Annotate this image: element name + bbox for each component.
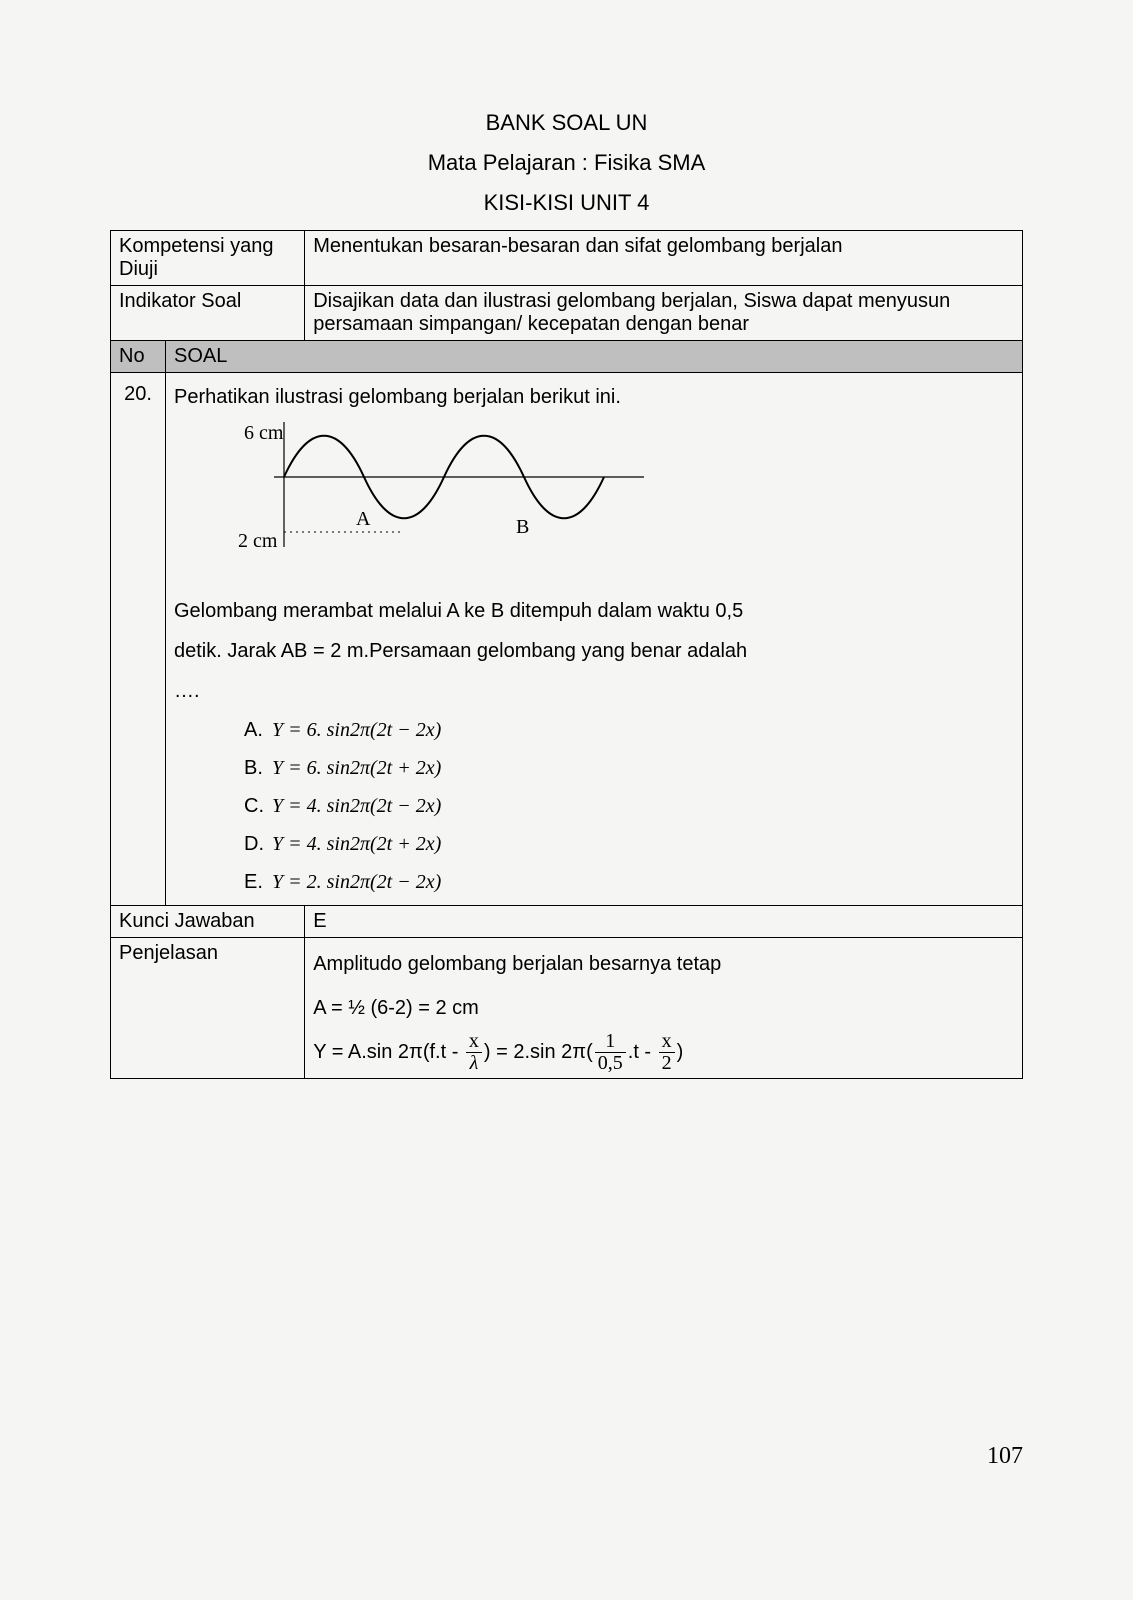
title-2: Mata Pelajaran : Fisika SMA	[110, 150, 1023, 176]
content-table: Kompetensi yang Diuji Menentukan besaran…	[110, 230, 1023, 1079]
page-number: 107	[987, 1443, 1023, 1470]
indikator-label: Indikator Soal	[111, 286, 305, 341]
penjelasan-line-3: Y = A.sin 2π(f.t - xλ) = 2.sin 2π(10,5.t…	[313, 1030, 1014, 1074]
wave-top-label: 6 cm	[244, 413, 283, 453]
title-3: KISI-KISI UNIT 4	[110, 190, 1023, 216]
penjelasan-line-2: A = ½ (6-2) = 2 cm	[313, 986, 1014, 1030]
question-body-2: detik. Jarak AB = 2 m.Persamaan gelomban…	[174, 631, 1014, 671]
kunci-label: Kunci Jawaban	[111, 906, 305, 938]
penjelasan-value: Amplitudo gelombang berjalan besarnya te…	[305, 938, 1023, 1079]
question-cell: Perhatikan ilustrasi gelombang berjalan …	[166, 373, 1023, 906]
title-1: BANK SOAL UN	[110, 110, 1023, 136]
kunci-value: E	[305, 906, 1023, 938]
question-body-3: ….	[174, 671, 1014, 711]
option-d: D.Y = 4. sin2π(2t + 2x)	[244, 825, 1014, 863]
question-prompt: Perhatikan ilustrasi gelombang berjalan …	[174, 377, 1014, 417]
option-a: A.Y = 6. sin2π(2t − 2x)	[244, 711, 1014, 749]
option-e: E.Y = 2. sin2π(2t − 2x)	[244, 863, 1014, 901]
kompetensi-label: Kompetensi yang Diuji	[111, 231, 305, 286]
wave-point-b: B	[516, 507, 529, 547]
kompetensi-value: Menentukan besaran-besaran dan sifat gel…	[305, 231, 1023, 286]
no-header: No	[111, 341, 166, 373]
wave-diagram: 6 cm 2 cm A B	[244, 417, 664, 577]
question-number: 20.	[111, 373, 166, 906]
soal-header: SOAL	[166, 341, 1023, 373]
options-list: A.Y = 6. sin2π(2t − 2x) B.Y = 6. sin2π(2…	[244, 711, 1014, 901]
option-b: B.Y = 6. sin2π(2t + 2x)	[244, 749, 1014, 787]
penjelasan-label: Penjelasan	[111, 938, 305, 1079]
wave-bottom-label: 2 cm	[238, 521, 277, 561]
penjelasan-line-1: Amplitudo gelombang berjalan besarnya te…	[313, 942, 1014, 986]
indikator-value: Disajikan data dan ilustrasi gelombang b…	[305, 286, 1023, 341]
wave-point-a: A	[356, 499, 370, 539]
option-c: C.Y = 4. sin2π(2t − 2x)	[244, 787, 1014, 825]
question-body-1: Gelombang merambat melalui A ke B ditemp…	[174, 591, 1014, 631]
